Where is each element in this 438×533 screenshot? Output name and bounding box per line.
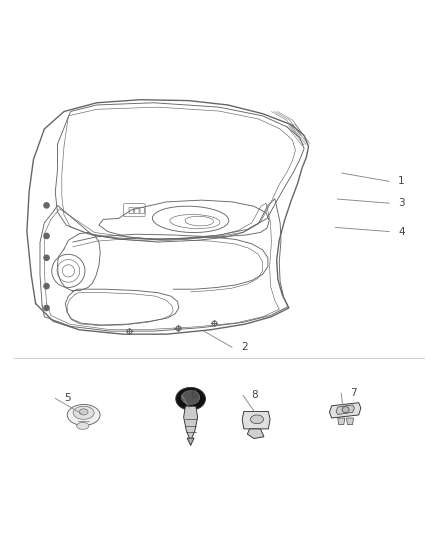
Ellipse shape [342, 407, 349, 413]
Ellipse shape [67, 405, 100, 425]
Polygon shape [336, 405, 354, 415]
Circle shape [44, 284, 49, 289]
Ellipse shape [181, 391, 200, 405]
Polygon shape [184, 406, 198, 441]
Circle shape [44, 203, 49, 208]
Ellipse shape [251, 415, 264, 424]
Polygon shape [187, 438, 194, 446]
Circle shape [44, 255, 49, 261]
Ellipse shape [79, 409, 88, 415]
Text: 7: 7 [350, 388, 357, 398]
Polygon shape [338, 418, 345, 425]
Ellipse shape [77, 422, 89, 430]
Text: 2: 2 [241, 342, 247, 352]
Circle shape [44, 305, 49, 311]
Text: 6: 6 [191, 390, 197, 400]
Text: 5: 5 [64, 393, 71, 403]
Polygon shape [346, 418, 353, 425]
Ellipse shape [176, 387, 205, 410]
Text: 3: 3 [398, 198, 405, 208]
Circle shape [44, 233, 49, 239]
Text: 8: 8 [252, 390, 258, 400]
Polygon shape [242, 411, 270, 429]
Polygon shape [329, 403, 361, 418]
Ellipse shape [73, 406, 94, 419]
Text: 4: 4 [398, 227, 405, 237]
Polygon shape [247, 429, 264, 439]
Text: 1: 1 [398, 176, 405, 187]
